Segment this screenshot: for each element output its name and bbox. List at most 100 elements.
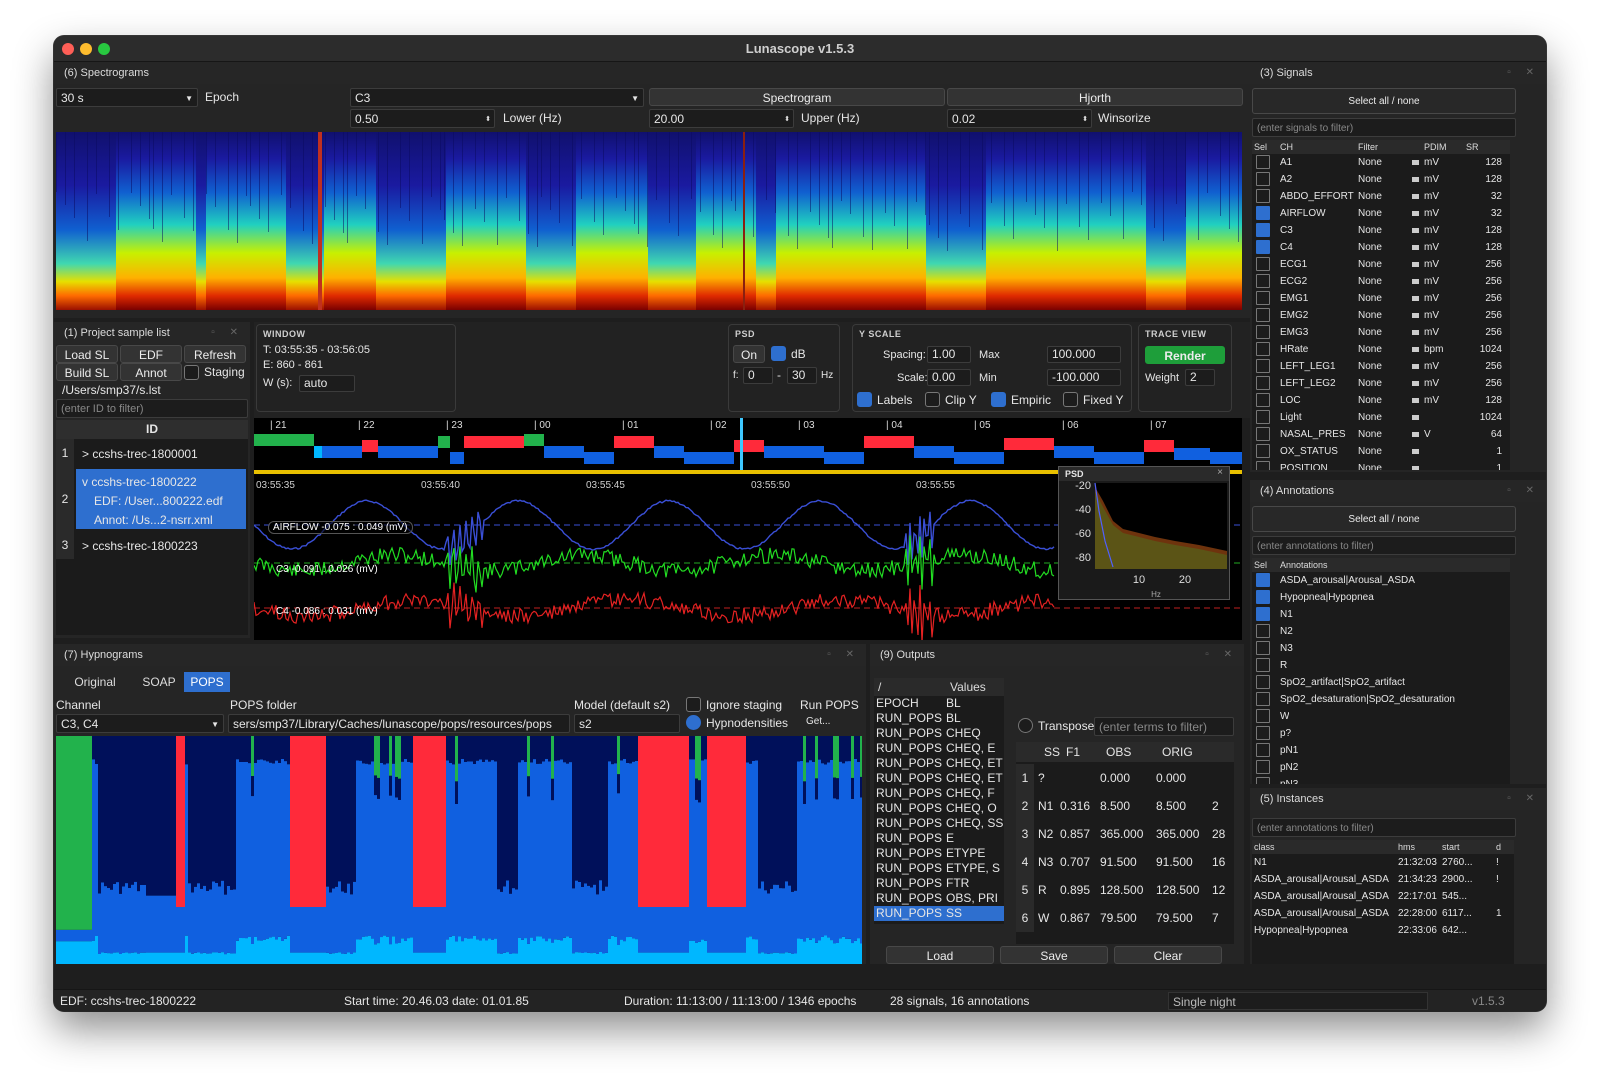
window-size-input[interactable]: auto (299, 375, 355, 392)
table-header-cell[interactable]: OBS (1106, 745, 1132, 759)
render-button[interactable]: Render (1145, 346, 1225, 364)
table-header-cell[interactable]: Filter (1358, 142, 1378, 152)
signal-select-checkbox[interactable] (1256, 325, 1270, 339)
tree-row[interactable]: RUN_POPS ETYPE (874, 846, 1004, 861)
signal-row[interactable]: ECG1 None mV 256 (1252, 256, 1510, 273)
annotation-select-checkbox[interactable] (1256, 760, 1270, 774)
psd-on-button[interactable]: On (733, 345, 765, 363)
tree-row[interactable]: RUN_POPS CHEQ, O (874, 801, 1004, 816)
signal-select-checkbox[interactable] (1256, 172, 1270, 186)
close-window-button[interactable] (62, 43, 74, 55)
tree-row[interactable]: EPOCH BL (874, 696, 1004, 711)
table-header-cell[interactable]: SR (1466, 142, 1479, 152)
tree-row[interactable]: RUN_POPS CHEQ, ET (874, 756, 1004, 771)
annotation-row[interactable]: N1 (1252, 606, 1510, 623)
annotation-row[interactable]: Hypopnea|Hypopnea (1252, 589, 1510, 606)
signal-select-checkbox[interactable] (1256, 155, 1270, 169)
model-input[interactable]: s2 (574, 714, 680, 733)
signal-row[interactable]: LEFT_LEG1 None mV 256 (1252, 358, 1510, 375)
annotation-row[interactable]: SpO2_desaturation|SpO2_desaturation (1252, 691, 1510, 708)
signal-row[interactable]: EMG3 None mV 256 (1252, 324, 1510, 341)
min-input[interactable]: -100.000 (1047, 369, 1121, 386)
tree-row[interactable]: RUN_POPS CHEQ, ET (874, 771, 1004, 786)
signal-select-checkbox[interactable] (1256, 206, 1270, 220)
ignore-staging-checkbox[interactable] (686, 697, 701, 712)
annotation-row[interactable]: pN2 (1252, 759, 1510, 776)
signal-row[interactable]: AIRFLOW None mV 32 (1252, 205, 1510, 222)
instance-row[interactable]: Hypopnea|Hypopnea 22:33:06 642... (1252, 922, 1514, 939)
clear-button[interactable]: Clear (1114, 946, 1222, 964)
edf-button[interactable]: EDF (120, 345, 182, 363)
lower-hz-input[interactable]: 0.50 ⬍ (350, 109, 495, 128)
annotation-row[interactable]: ASDA_arousal|Arousal_ASDA (1252, 572, 1510, 589)
signals-table[interactable]: Sel CH Filter PDIM SR A1 None mV 128 A2 None mV 128 A… (1252, 140, 1510, 470)
signal-row[interactable]: LEFT_LEG2 None mV 256 (1252, 375, 1510, 392)
table-header-cell[interactable]: ORIG (1162, 745, 1193, 759)
load-sl-button[interactable]: Load SL (56, 345, 118, 363)
annotation-row[interactable]: W (1252, 708, 1510, 725)
psd-db-checkbox[interactable] (771, 346, 786, 361)
labels-checkbox[interactable] (857, 392, 872, 407)
minimize-window-button[interactable] (80, 43, 92, 55)
signal-select-checkbox[interactable] (1256, 376, 1270, 390)
weight-input[interactable]: 2 (1185, 369, 1215, 386)
annotations-table[interactable]: Sel Annotations ASDA_arousal|Arousal_ASDA H… (1252, 558, 1510, 784)
spectrogram-image[interactable] (56, 132, 1242, 310)
close-icon[interactable]: × (1217, 467, 1223, 478)
annotation-select-checkbox[interactable] (1256, 777, 1270, 784)
signal-row[interactable]: A2 None mV 128 (1252, 171, 1510, 188)
panel-controls[interactable]: ▫ ✕ (1507, 485, 1540, 496)
tab-original[interactable]: Original (74, 675, 116, 689)
transpose-radio[interactable] (1018, 718, 1033, 733)
tree-row[interactable]: RUN_POPS FTR (874, 876, 1004, 891)
signal-row[interactable]: NASAL_PRES None V 64 (1252, 426, 1510, 443)
sample-row[interactable]: 3 > ccshs-trec-1800223 (56, 531, 248, 559)
annotation-row[interactable]: R (1252, 657, 1510, 674)
instance-row[interactable]: ASDA_arousal|Arousal_ASDA 22:28:00 6117...… (1252, 905, 1514, 922)
tab-pops[interactable]: POPS (184, 672, 230, 692)
annotation-select-checkbox[interactable] (1256, 658, 1270, 672)
signal-row[interactable]: ECG2 None mV 256 (1252, 273, 1510, 290)
annotation-row[interactable]: pN1 (1252, 742, 1510, 759)
id-column-header[interactable]: ID (56, 420, 248, 439)
channel-select[interactable]: C3, C4 ▼ (56, 714, 224, 733)
scale-input[interactable]: 0.00 (927, 369, 971, 386)
annotation-select-checkbox[interactable] (1256, 675, 1270, 689)
table-row[interactable]: 1? 0.000 0.000 (1016, 764, 1234, 792)
tree-row[interactable]: RUN_POPS CHEQ, E (874, 741, 1004, 756)
signals-filter-input[interactable]: (enter signals to filter) (1252, 118, 1516, 137)
signal-select-checkbox[interactable] (1256, 274, 1270, 288)
annotation-row[interactable]: SpO2_artifact|SpO2_artifact (1252, 674, 1510, 691)
instances-filter-input[interactable]: (enter annotations to filter) (1252, 818, 1516, 837)
panel-controls[interactable]: ▫ ✕ (1507, 793, 1540, 804)
table-header-cell[interactable]: d (1496, 842, 1502, 852)
signal-row[interactable]: LOC None mV 128 (1252, 392, 1510, 409)
pops-folder-input[interactable]: sers/smp37/Library/Caches/lunascope/pops… (228, 714, 570, 733)
table-header-cell[interactable]: CH (1280, 142, 1293, 152)
panel-controls[interactable]: ▫ ✕ (211, 327, 244, 338)
max-input[interactable]: 100.000 (1047, 346, 1121, 363)
annotation-row[interactable]: p? (1252, 725, 1510, 742)
signal-row[interactable]: EMG2 None mV 256 (1252, 307, 1510, 324)
annotations-select-all-button[interactable]: Select all / none (1252, 506, 1516, 532)
tab-soap[interactable]: SOAP (142, 675, 176, 689)
signal-select-checkbox[interactable] (1256, 461, 1270, 470)
instances-table[interactable]: class hms start d N1 21:32:03 2760...! ASDA_aro… (1252, 840, 1514, 964)
hypnodensities-radio[interactable] (686, 715, 701, 730)
signal-row[interactable]: POSITION None 1 (1252, 460, 1510, 470)
panel-controls[interactable]: ▫ ✕ (1205, 649, 1238, 660)
save-button[interactable]: Save (1000, 946, 1108, 964)
outputs-tree[interactable]: / Values EPOCH BL RUN_POPS BL RUN_POPS CHEQ RU… (874, 678, 1004, 924)
signal-select-checkbox[interactable] (1256, 393, 1270, 407)
annotation-select-checkbox[interactable] (1256, 726, 1270, 740)
winsorize-input[interactable]: 0.02 ⬍ (947, 109, 1092, 128)
annotation-row[interactable]: pN3 (1252, 776, 1510, 784)
tree-row[interactable]: RUN_POPS OBS, PRI (874, 891, 1004, 906)
signal-row[interactable]: C3 None mV 128 (1252, 222, 1510, 239)
table-row[interactable]: 5 R 0.895 128.500 128.500 12 (1016, 876, 1234, 904)
table-row[interactable]: 2 N1 0.316 8.500 8.500 2 (1016, 792, 1234, 820)
clip-y-checkbox[interactable] (925, 392, 940, 407)
annotation-select-checkbox[interactable] (1256, 624, 1270, 638)
annotation-select-checkbox[interactable] (1256, 590, 1270, 604)
table-row[interactable]: 6 W 0.867 79.500 79.500 7 (1016, 904, 1234, 932)
